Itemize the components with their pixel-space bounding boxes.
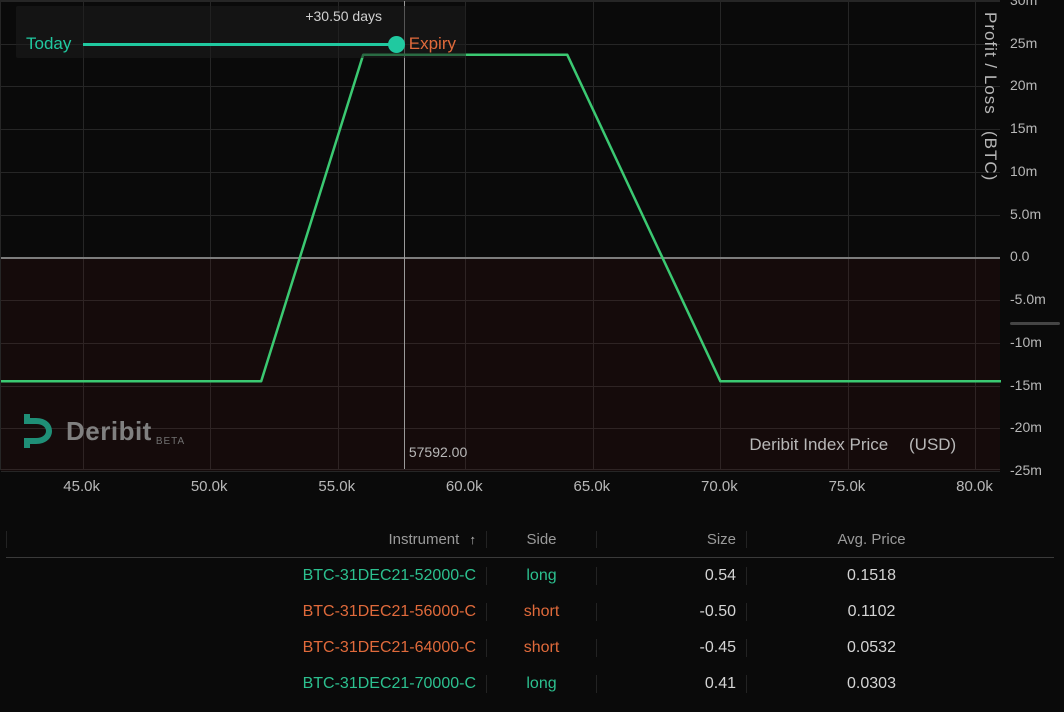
y-tick-label: 20m [1010,77,1037,93]
y-tick-label: -25m [1010,462,1042,478]
header-side-label: Side [526,531,556,548]
x-axis-label: Deribit Index Price [749,435,888,454]
positions-table: Instrument ↑ Side Size Avg. Price BTC-31… [6,522,1054,702]
table-header-row: Instrument ↑ Side Size Avg. Price [6,522,1054,558]
deribit-logo-icon [18,412,56,450]
cell-avg-price: 0.0303 [746,675,996,693]
header-avg-price[interactable]: Avg. Price [746,531,996,548]
time-slider[interactable]: +30.50 days Today Expiry [16,6,466,58]
cell-instrument: BTC-31DEC21-52000-C [6,567,486,585]
cell-side: short [486,639,596,657]
y-tick-label: -20m [1010,419,1042,435]
deribit-logo-text: Deribit [66,416,152,447]
y-axis-title: Profit / Loss (BTC) [980,12,1000,181]
y-tick-label: 10m [1010,163,1037,179]
x-tick-label: 65.0k [573,478,610,495]
table-row[interactable]: BTC-31DEC21-52000-Clong0.540.1518 [6,558,1054,594]
header-instrument-label: Instrument [388,531,459,548]
time-slider-today-label: Today [26,34,71,54]
deribit-logo: Deribit BETA [18,412,185,450]
cell-side: long [486,675,596,693]
deribit-logo-beta: BETA [156,436,185,447]
x-tick-label: 80.0k [956,478,993,495]
time-slider-expiry-label: Expiry [409,34,456,54]
table-body: BTC-31DEC21-52000-Clong0.540.1518BTC-31D… [6,558,1054,702]
cell-side: long [486,567,596,585]
cell-size: 0.54 [596,567,746,585]
pl-chart: Profit / Loss (BTC) Deribit Index Price … [0,0,1064,515]
x-tick-label: 50.0k [191,478,228,495]
sort-asc-icon: ↑ [470,532,477,547]
x-tick-label: 45.0k [63,478,100,495]
y-tick-label: -5.0m [1010,291,1046,307]
y-tick-label: -10m [1010,334,1042,350]
cell-side: short [486,603,596,621]
x-tick-label: 55.0k [318,478,355,495]
cell-size: -0.50 [596,603,746,621]
header-instrument[interactable]: Instrument ↑ [6,531,486,548]
header-size[interactable]: Size [596,531,746,548]
x-axis-title: Deribit Index Price (USD) [749,435,956,455]
time-slider-track[interactable] [83,43,396,46]
plot-area[interactable] [0,0,1000,470]
y-axis-unit: (BTC) [981,131,1000,181]
time-slider-days: +30.50 days [305,8,382,24]
x-tick-label: 75.0k [829,478,866,495]
y-tick-label: 15m [1010,120,1037,136]
x-tick-label: 70.0k [701,478,738,495]
header-size-label: Size [707,531,736,548]
x-axis-unit: (USD) [909,435,956,454]
cell-avg-price: 0.1518 [746,567,996,585]
cell-size: 0.41 [596,675,746,693]
horizontal-scrollbar[interactable] [1010,322,1060,325]
cell-avg-price: 0.1102 [746,603,996,621]
root: Profit / Loss (BTC) Deribit Index Price … [0,0,1064,712]
header-avg-price-label: Avg. Price [837,531,905,548]
y-tick-label: 30m [1010,0,1037,8]
cell-size: -0.45 [596,639,746,657]
y-axis-label: Profit / Loss [981,12,1000,115]
x-tick-label: 60.0k [446,478,483,495]
y-tick-label: 25m [1010,35,1037,51]
current-price-label: 57592.00 [409,444,467,460]
y-tick-label: 0.0 [1010,248,1029,264]
pl-line [1,1,1001,471]
header-side[interactable]: Side [486,531,596,548]
cell-instrument: BTC-31DEC21-70000-C [6,675,486,693]
table-row[interactable]: BTC-31DEC21-64000-Cshort-0.450.0532 [6,630,1054,666]
cell-instrument: BTC-31DEC21-56000-C [6,603,486,621]
table-row[interactable]: BTC-31DEC21-56000-Cshort-0.500.1102 [6,594,1054,630]
cell-avg-price: 0.0532 [746,639,996,657]
y-tick-label: 5.0m [1010,206,1041,222]
y-tick-label: -15m [1010,377,1042,393]
cell-instrument: BTC-31DEC21-64000-C [6,639,486,657]
table-row[interactable]: BTC-31DEC21-70000-Clong0.410.0303 [6,666,1054,702]
time-slider-thumb[interactable] [388,36,405,53]
